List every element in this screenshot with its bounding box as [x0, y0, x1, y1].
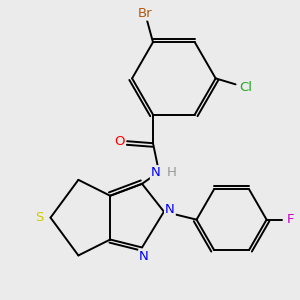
Text: N: N [139, 250, 149, 263]
Text: H: H [167, 166, 177, 179]
Text: Br: Br [138, 7, 152, 20]
Text: F: F [287, 213, 294, 226]
Text: Cl: Cl [239, 81, 252, 94]
Text: N: N [151, 166, 160, 179]
Text: N: N [165, 203, 175, 216]
Text: O: O [114, 135, 124, 148]
Text: S: S [35, 211, 44, 224]
